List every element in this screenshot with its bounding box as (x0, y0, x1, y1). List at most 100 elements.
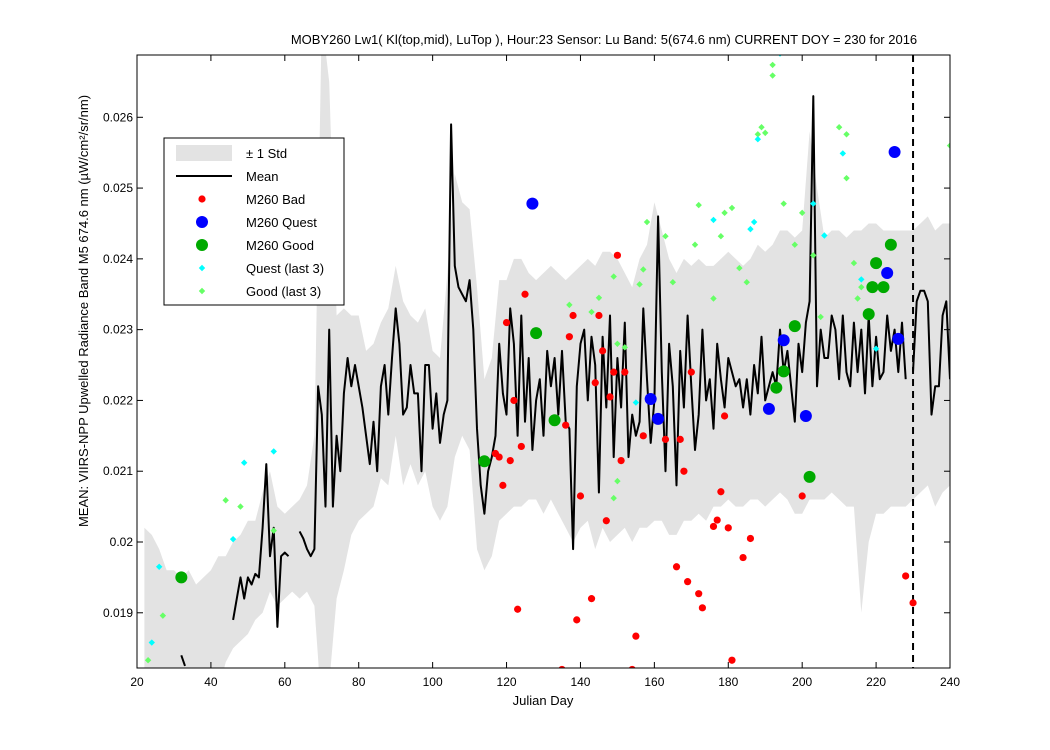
marker-quest-last-3 (229, 535, 237, 543)
marker-m260-bad (695, 590, 703, 598)
marker-m260-bad (521, 290, 529, 298)
marker-m260-bad (606, 393, 614, 401)
y-axis: 0.019 0.02 0.021 0.022 0.023 0.024 0.025 0.026 (103, 110, 950, 620)
marker-quest-last-3 (858, 276, 865, 283)
y-axis-title: MEAN: VIIRS-NPP Upwelled Radiance Band M… (76, 95, 91, 527)
y-tick-label: 0.024 (103, 252, 133, 266)
marker-m260-bad (499, 481, 507, 489)
marker-m260-bad (746, 534, 755, 543)
marker-quest-last-3 (270, 448, 277, 455)
marker-m260-bad (717, 488, 725, 496)
legend-label-mean: Mean (246, 169, 279, 184)
marker-good-last-3 (222, 497, 229, 504)
legend-box (163, 137, 345, 306)
marker-m260-bad (909, 599, 917, 607)
marker-m260-bad (558, 665, 566, 668)
x-tick-label: 220 (866, 675, 886, 689)
marker-m260-quest (888, 145, 901, 158)
marker-m260-bad (798, 492, 806, 500)
marker-good-last-3 (159, 612, 167, 619)
marker-good-last-3 (662, 233, 669, 240)
x-tick-label: 240 (940, 675, 960, 689)
legend-label-m260-good: M260 Good (246, 238, 314, 253)
marker-m260-good (478, 455, 491, 468)
x-tick-label: 100 (423, 675, 443, 689)
marker-m260-bad (621, 368, 629, 376)
marker-quest-last-3 (240, 459, 248, 466)
legend: ± 1 Std Mean M260 Bad M260 Quest M260 Good Qu… (163, 137, 345, 306)
marker-good-last-3 (717, 233, 725, 240)
marker-good-last-3 (817, 313, 824, 321)
marker-m260-good (803, 470, 816, 483)
marker-m260-bad (510, 396, 518, 405)
marker-m260-good (862, 308, 875, 321)
marker-m260-bad (676, 435, 684, 443)
marker-m260-bad (672, 563, 681, 571)
marker-good-last-3 (614, 477, 621, 485)
marker-m260-bad (902, 572, 910, 580)
x-tick-label: 140 (570, 675, 590, 689)
marker-good-last-3 (566, 301, 573, 309)
marker-good-last-3 (769, 61, 776, 69)
marker-m260-bad (587, 595, 596, 603)
marker-quest-last-3 (148, 639, 155, 646)
marker-m260-good (788, 320, 801, 333)
legend-swatch-m260-bad (198, 195, 206, 203)
marker-good-last-3 (780, 200, 787, 207)
marker-good-last-3 (762, 129, 769, 137)
marker-m260-bad (613, 251, 622, 259)
marker-good-last-3 (769, 72, 776, 79)
marker-good-last-3 (736, 264, 743, 272)
marker-m260-quest (652, 412, 665, 425)
marker-good-last-3 (270, 527, 277, 534)
marker-m260-quest (892, 332, 905, 345)
marker-good-last-3 (728, 204, 736, 212)
x-axis: 20 40 60 80 100 120 140 160 180 200 220 240 (130, 55, 960, 689)
marker-m260-bad (591, 379, 599, 387)
y-tick-label: 0.022 (103, 393, 133, 407)
marker-m260-bad (739, 553, 747, 562)
legend-label-1-std: ± 1 Std (246, 146, 287, 161)
marker-m260-good (870, 257, 883, 270)
marker-m260-quest (762, 402, 775, 415)
marker-good-last-3 (621, 344, 628, 351)
marker-m260-good (175, 571, 188, 584)
marker-good-last-3 (237, 503, 244, 510)
legend-label-quest-last-3: Quest (last 3) (246, 261, 324, 276)
marker-m260-bad (562, 421, 570, 429)
marker-quest-last-3 (872, 345, 880, 352)
marker-quest-last-3 (821, 232, 828, 239)
marker-good-last-3 (691, 241, 699, 248)
y-tick-label: 0.019 (103, 606, 133, 620)
x-tick-label: 40 (204, 675, 218, 689)
marker-good-last-3 (850, 259, 858, 267)
marker-m260-quest (644, 393, 657, 406)
marker-m260-good (530, 327, 543, 340)
marker-m260-bad (565, 333, 573, 341)
legend-swatch-quest-last-3 (198, 264, 206, 272)
marker-good-last-3 (843, 174, 850, 182)
marker-m260-bad (569, 311, 577, 320)
legend-label-good-last-3: Good (last 3) (246, 284, 321, 299)
marker-good-last-3 (754, 131, 762, 138)
legend-swatch-m260-quest (196, 216, 208, 228)
marker-quest-last-3 (747, 225, 754, 233)
marker-m260-bad (502, 318, 511, 327)
marker-good-last-3 (610, 273, 617, 280)
marker-m260-bad (517, 442, 525, 451)
marker-m260-bad (514, 605, 522, 613)
x-tick-label: 20 (130, 675, 144, 689)
marker-good-last-3 (810, 252, 817, 259)
marker-quest-last-3 (754, 136, 762, 143)
x-tick-label: 180 (718, 675, 738, 689)
marker-good-last-3 (835, 124, 843, 131)
marker-m260-good (877, 281, 890, 294)
marker-m260-bad (687, 368, 695, 376)
marker-m260-bad (599, 347, 607, 355)
marker-m260-good (770, 381, 783, 394)
marker-good-last-3 (595, 294, 603, 301)
y-tick-label: 0.025 (103, 181, 133, 195)
marker-good-last-3 (614, 340, 621, 348)
x-tick-label: 120 (497, 675, 517, 689)
